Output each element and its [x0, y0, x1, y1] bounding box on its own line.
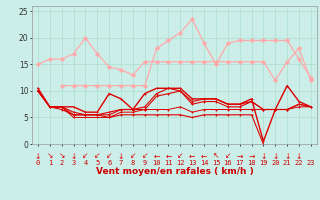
Text: ↙: ↙: [106, 152, 112, 161]
Text: ↓: ↓: [118, 152, 124, 161]
Text: ↙: ↙: [141, 152, 148, 161]
Text: ↓: ↓: [296, 152, 302, 161]
Text: ↙: ↙: [130, 152, 136, 161]
Text: ↘: ↘: [47, 152, 53, 161]
Text: ↙: ↙: [225, 152, 231, 161]
Text: ↙: ↙: [94, 152, 100, 161]
Text: ↙: ↙: [177, 152, 184, 161]
Text: ←: ←: [189, 152, 196, 161]
Text: →: →: [248, 152, 255, 161]
Text: ←: ←: [153, 152, 160, 161]
Text: ←: ←: [165, 152, 172, 161]
Text: →: →: [236, 152, 243, 161]
Text: ↓: ↓: [260, 152, 267, 161]
Text: ↓: ↓: [272, 152, 278, 161]
Text: ↓: ↓: [284, 152, 290, 161]
Text: ←: ←: [201, 152, 207, 161]
Text: ↓: ↓: [35, 152, 41, 161]
Text: ↙: ↙: [82, 152, 89, 161]
Text: ↖: ↖: [213, 152, 219, 161]
Text: ↘: ↘: [59, 152, 65, 161]
Text: ↓: ↓: [70, 152, 77, 161]
X-axis label: Vent moyen/en rafales ( km/h ): Vent moyen/en rafales ( km/h ): [96, 167, 253, 176]
